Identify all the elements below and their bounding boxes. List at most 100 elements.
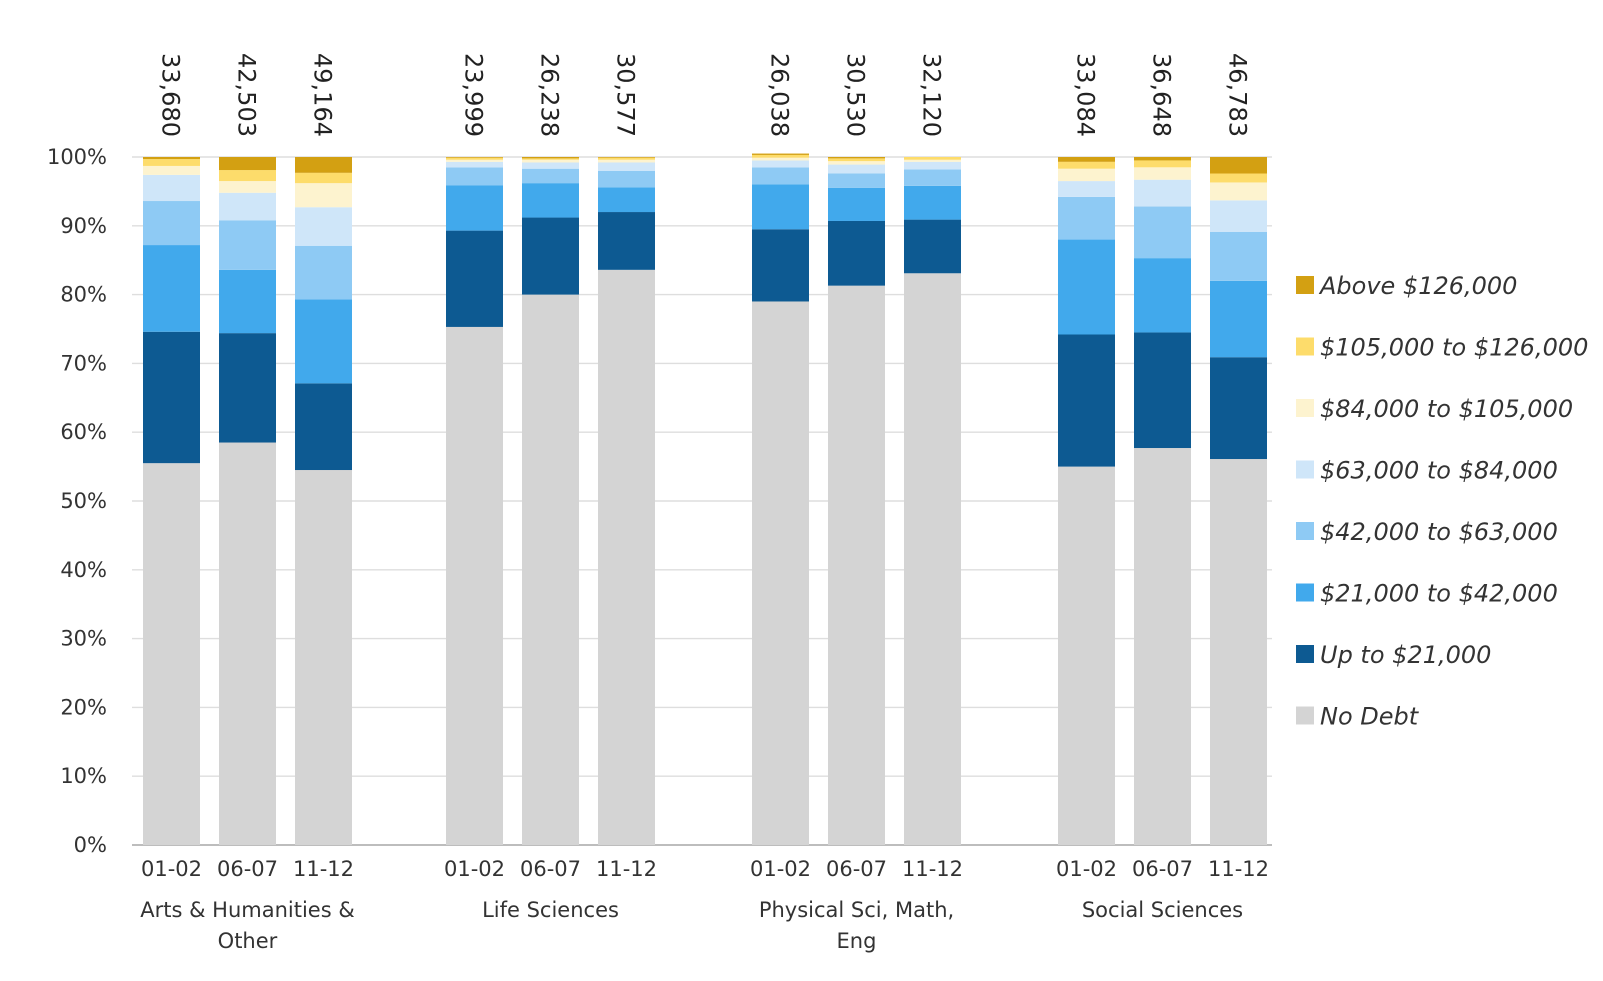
bar-segment	[295, 299, 352, 384]
bar-segment	[522, 183, 579, 218]
x-tick-label: 11-12	[596, 857, 657, 881]
x-tick-label: 11-12	[1208, 857, 1269, 881]
bar-total-label: 46,783	[1224, 53, 1252, 137]
bar-total-label: 33,680	[157, 53, 185, 137]
bar-segment	[219, 157, 276, 171]
bar-segment	[295, 383, 352, 471]
legend-label: $84,000 to $105,000	[1320, 395, 1573, 423]
legend-swatch	[1296, 522, 1314, 540]
y-tick-label: 90%	[60, 214, 107, 238]
bar-segment	[295, 157, 352, 173]
bar-segment	[828, 157, 885, 159]
bar-total-label: 26,238	[536, 53, 564, 137]
legend-label: Up to $21,000	[1320, 641, 1491, 669]
group-label: Physical Sci, Math,	[759, 898, 954, 922]
x-tick-label: 06-07	[826, 857, 887, 881]
bar-segment	[446, 157, 503, 160]
bar-segment	[446, 159, 503, 162]
y-tick-label: 50%	[60, 489, 107, 513]
bar-segment	[143, 463, 200, 845]
bar-segment	[1210, 182, 1267, 201]
labels: 33,680 01-02 42,503 06-07 49,164 11-12 Arts & …	[140, 53, 1269, 953]
bar-segment	[295, 245, 352, 300]
bar-segment	[752, 184, 809, 230]
bar-segment	[598, 269, 655, 845]
y-axis: 0% 10% 20% 30% 40% 50% 60% 70% 80% 90% 100%	[47, 145, 107, 857]
bar-segment	[828, 220, 885, 286]
x-tick-label: 01-02	[1056, 857, 1117, 881]
x-tick-label: 01-02	[444, 857, 505, 881]
bar-segment	[1058, 181, 1115, 197]
bar-segment	[1058, 466, 1115, 845]
bar-segment	[752, 301, 809, 846]
bar-segment	[752, 157, 809, 161]
x-tick-label: 01-02	[750, 857, 811, 881]
bar-segment	[143, 157, 200, 160]
bar-segment	[1210, 200, 1267, 232]
bar-segment	[219, 220, 276, 270]
bar-segment	[598, 162, 655, 171]
bar-segment	[828, 164, 885, 174]
legend-swatch	[1296, 460, 1314, 479]
bar-total-label: 33,084	[1072, 53, 1100, 137]
legend-swatch	[1296, 337, 1314, 356]
bar-segment	[143, 159, 200, 166]
legend-swatch	[1296, 276, 1314, 294]
bar-segment	[522, 217, 579, 295]
bar-segment	[598, 212, 655, 270]
legend-label: No Debt	[1320, 703, 1420, 731]
group-label: Arts & Humanities &	[140, 898, 354, 922]
bar-segment	[752, 167, 809, 185]
x-tick-label: 06-07	[520, 857, 581, 881]
bar-total-label: 32,120	[918, 53, 946, 137]
bar-segment	[1134, 448, 1191, 845]
bar-total-label: 26,038	[766, 53, 794, 137]
x-tick-label: 11-12	[293, 857, 354, 881]
legend-swatch	[1296, 706, 1314, 725]
bar-segment	[522, 168, 579, 184]
bar-segment	[295, 172, 352, 184]
bar-segment	[522, 159, 579, 163]
bar-segment	[219, 333, 276, 443]
bar-segment	[1058, 334, 1115, 467]
bar-segment	[446, 167, 503, 186]
bar-segment	[828, 173, 885, 188]
bar-segment	[904, 169, 961, 186]
bar-segment	[1210, 157, 1267, 174]
x-tick-label: 06-07	[217, 857, 278, 881]
bar-segment	[598, 187, 655, 213]
legend-label: Above $126,000	[1318, 272, 1517, 300]
x-tick-label: 11-12	[902, 857, 963, 881]
bar-segment	[1058, 196, 1115, 240]
bar-segment	[828, 158, 885, 162]
bar-segment	[1134, 332, 1191, 449]
group-label: Eng	[837, 929, 877, 953]
bar-segment	[446, 230, 503, 327]
group-label: Other	[218, 929, 278, 953]
legend-label: $21,000 to $42,000	[1320, 580, 1558, 608]
bar-segment	[143, 174, 200, 202]
y-tick-label: 80%	[60, 283, 107, 307]
bar-segment	[219, 192, 276, 221]
bar-segment	[1134, 206, 1191, 259]
bar-segment	[1134, 179, 1191, 207]
bar-segment	[1058, 239, 1115, 335]
bar-segment	[295, 207, 352, 246]
bar-segment	[219, 181, 276, 193]
bar-segment	[1210, 357, 1267, 460]
bar-segment	[219, 442, 276, 845]
bar-segment	[295, 183, 352, 208]
bar-segment	[1058, 168, 1115, 182]
bar-segment	[522, 158, 579, 160]
bar-segment	[522, 294, 579, 846]
y-tick-label: 10%	[60, 764, 107, 788]
legend: Above $126,000 $105,000 to $126,000 $84,00…	[1296, 272, 1588, 731]
bar-segment	[904, 273, 961, 846]
group-label: Life Sciences	[482, 898, 619, 922]
legend-swatch	[1296, 399, 1314, 417]
bar-segment	[904, 157, 961, 160]
y-tick-label: 20%	[60, 695, 107, 719]
bar-segment	[446, 185, 503, 231]
